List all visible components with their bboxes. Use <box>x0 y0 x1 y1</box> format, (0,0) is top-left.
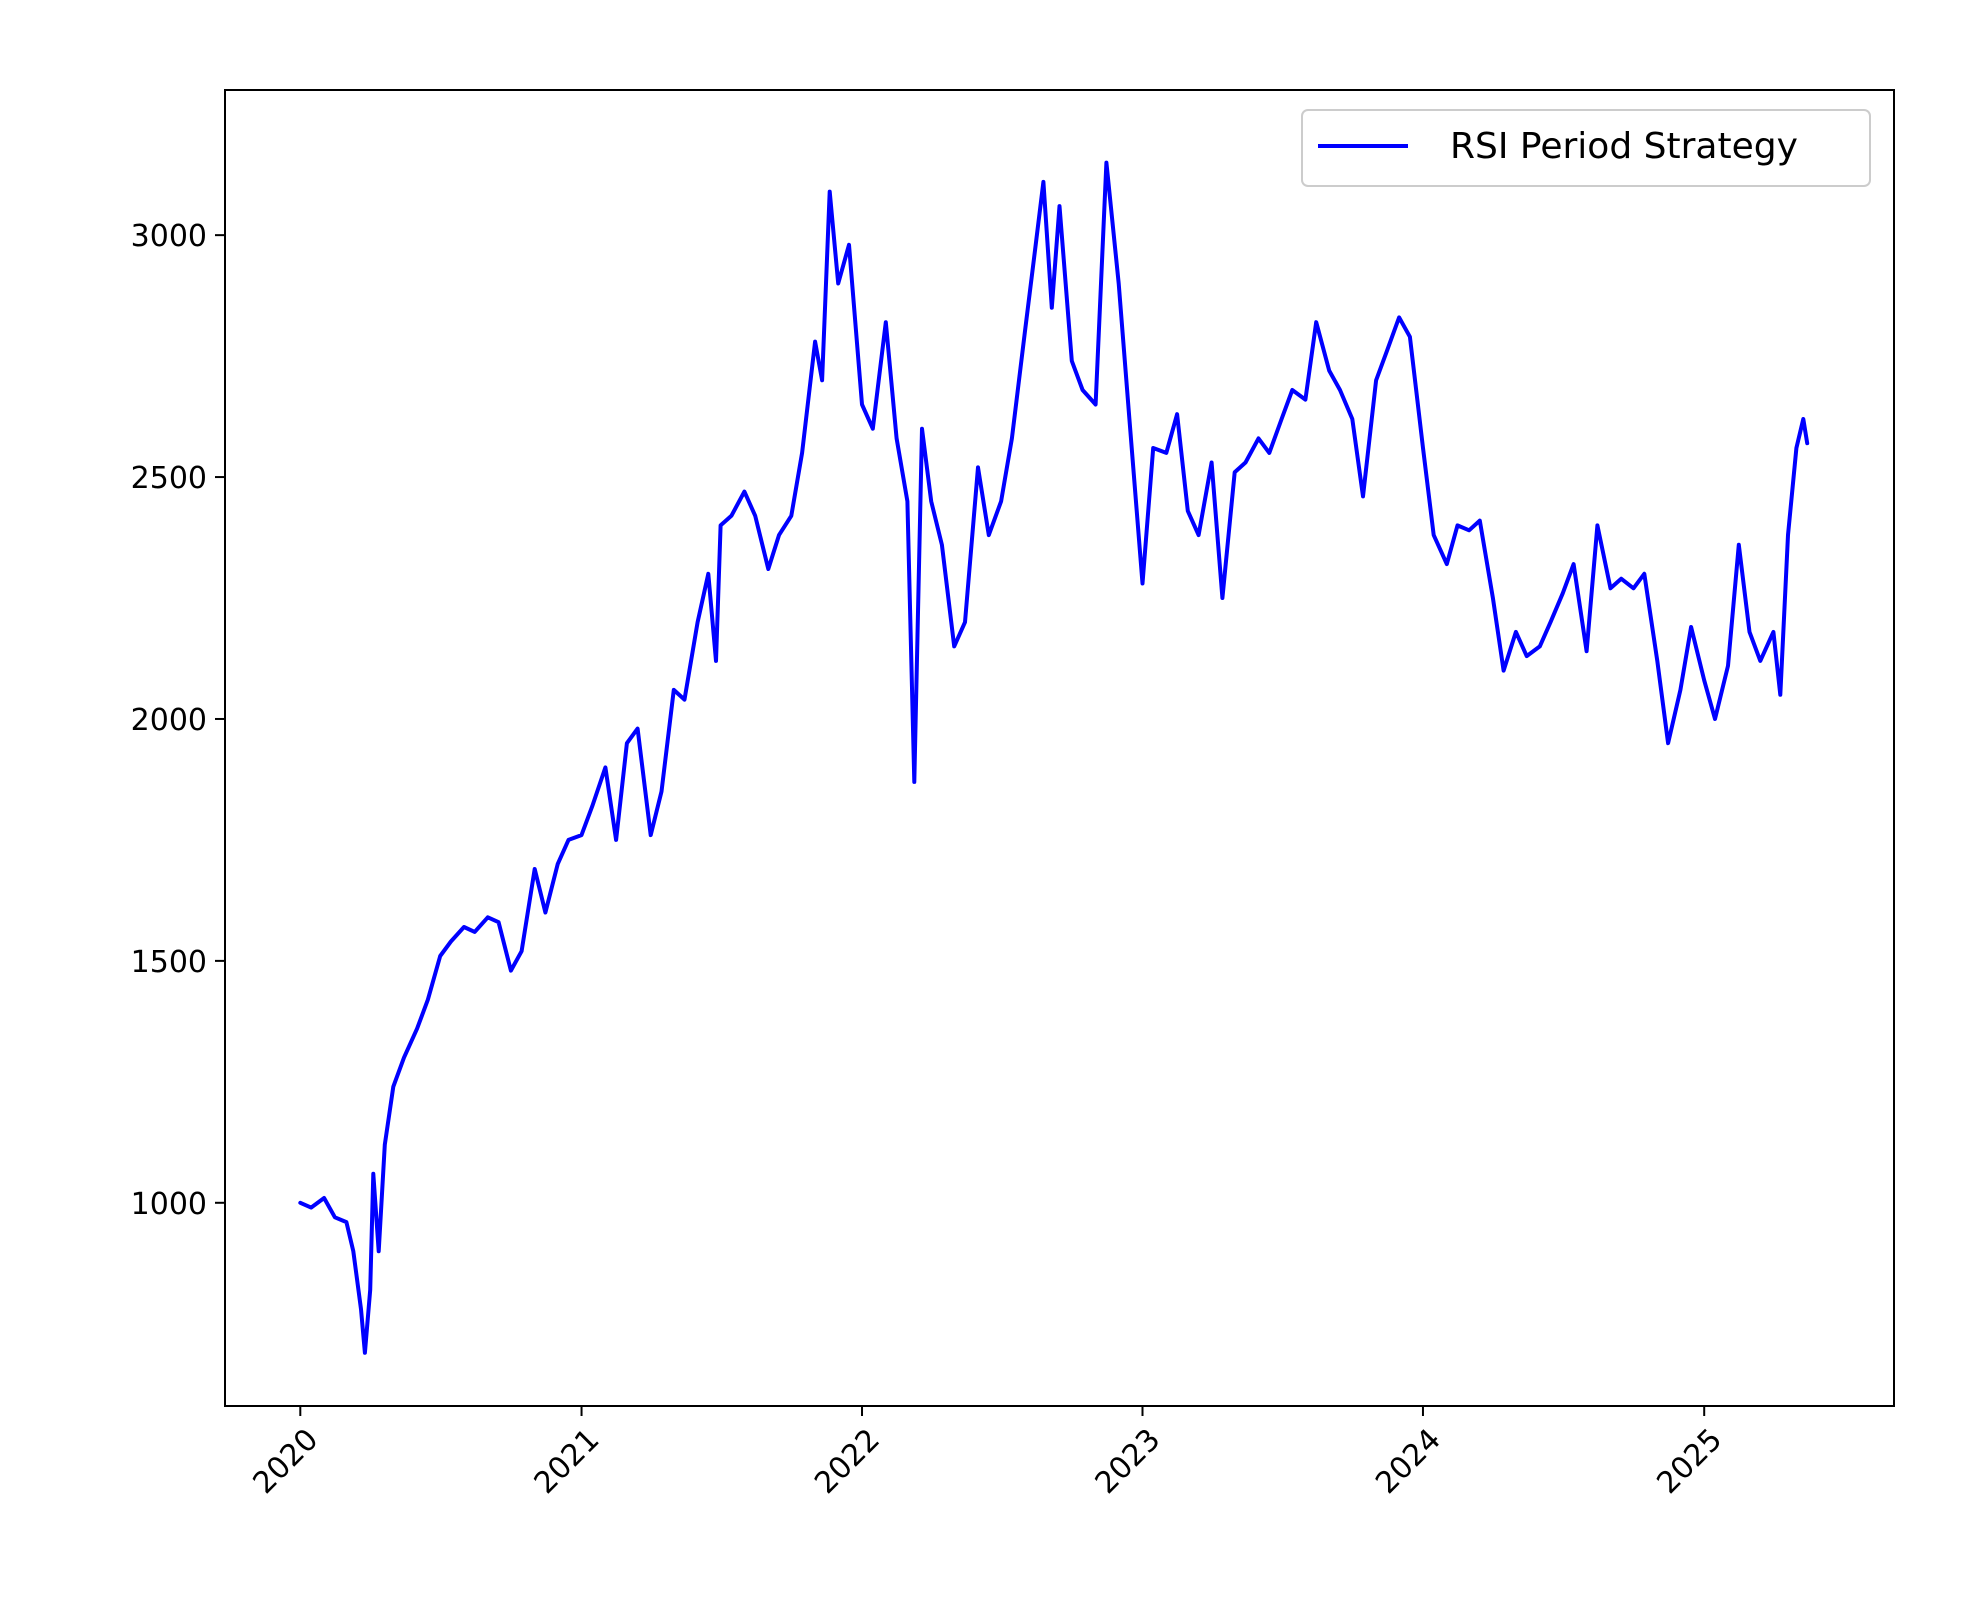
series-line-0 <box>298 160 1810 1355</box>
y-tick-label-2500: 2500 <box>131 461 207 496</box>
legend: RSI Period Strategy <box>1301 109 1871 187</box>
y-axis: 1000 1500 2000 2500 3000 <box>131 219 225 1222</box>
plot-frame <box>224 89 1895 1407</box>
legend-label: RSI Period Strategy <box>1450 126 1798 167</box>
y-tick-label-1500: 1500 <box>131 945 207 980</box>
plot-layer <box>298 160 1810 1355</box>
y-tick-label-2000: 2000 <box>131 703 207 738</box>
y-tick-label-1000: 1000 <box>131 1187 207 1222</box>
legend-box <box>1301 109 1871 187</box>
y-tick-label-3000: 3000 <box>131 219 207 254</box>
